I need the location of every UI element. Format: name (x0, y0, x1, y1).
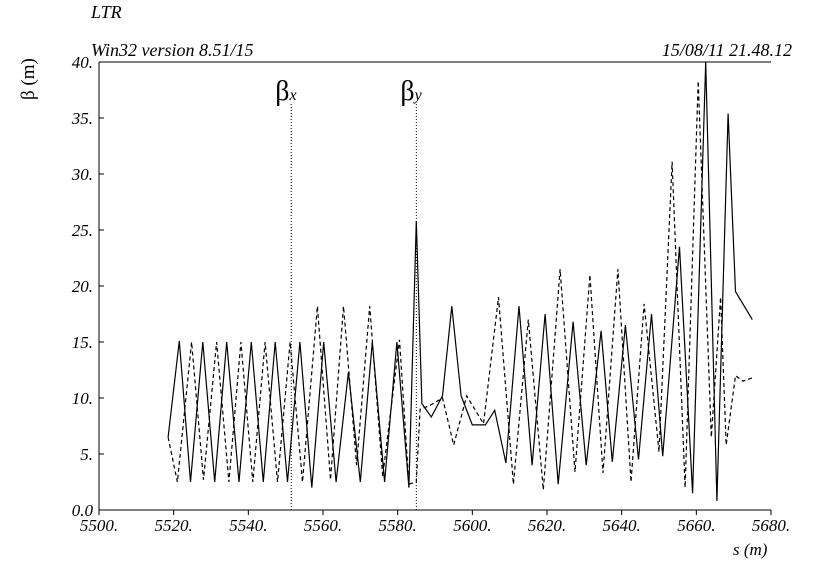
x-tick-label: 5600. (453, 516, 491, 535)
y-tick-label: 25. (72, 221, 93, 240)
x-tick-label: 5620. (528, 516, 566, 535)
y-tick-label: 35. (71, 109, 93, 128)
y-tick-label: 0.0 (72, 501, 94, 520)
x-tick-label: 5660. (677, 516, 715, 535)
x-axis-label: s (m) (733, 540, 768, 559)
x-tick-label: 5560. (304, 516, 342, 535)
x-tick-label: 5500. (80, 516, 118, 535)
series-line-solid (167, 61, 753, 502)
y-tick-label: 40. (72, 53, 93, 72)
y-tick-label: 15. (72, 333, 93, 352)
marker-subscript: x (289, 87, 297, 104)
marker-label-x: βx (275, 76, 296, 107)
version-label: Win32 version 8.51/15 (91, 40, 254, 60)
page-title: LTR (91, 2, 122, 22)
datestamp-label: 15/08/11 21.48.12 (661, 40, 792, 60)
y-tick-label: 10. (72, 389, 93, 408)
x-tick-label: 5680. (752, 516, 790, 535)
marker-subscript: y (413, 87, 423, 104)
marker-label-y: βy (400, 76, 422, 107)
x-tick-label: 5580. (379, 516, 417, 535)
series-line-dashed (167, 80, 753, 490)
x-tick-label: 5540. (229, 516, 267, 535)
y-tick-label: 20. (72, 277, 93, 296)
x-tick-label: 5640. (603, 516, 641, 535)
y-tick-label: 30. (71, 165, 93, 184)
y-tick-label: 5. (80, 445, 93, 464)
x-tick-label: 5520. (155, 516, 193, 535)
